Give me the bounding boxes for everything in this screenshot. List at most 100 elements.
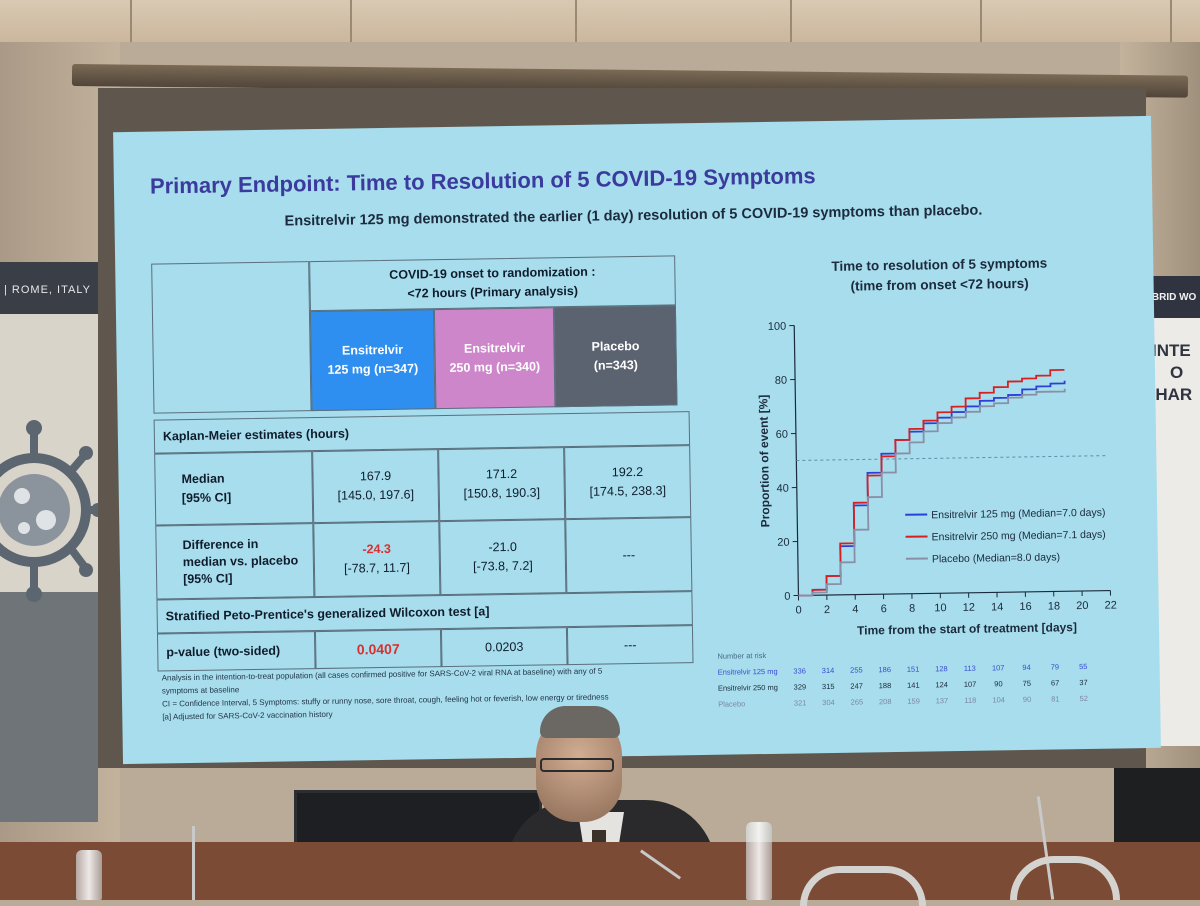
presenter-hair [540,706,620,738]
difference-value: -21.0 [488,538,517,557]
median-ci: [145.0, 197.6] [337,486,414,506]
ceiling-seam [130,0,132,42]
arm-header-line: 250 mg (n=340) [449,358,540,378]
x-tick-label: 12 [963,602,975,614]
arm-header-line: Ensitrelvir [342,341,403,361]
arm-header-250mg: Ensitrelvir 250 mg (n=340) [434,307,556,409]
number-at-risk-row-label: Ensitrelvir 250 mg [718,683,778,693]
ceiling-seam [350,0,352,42]
number-at-risk-value: 336 [793,666,806,675]
number-at-risk-value: 151 [907,665,920,674]
number-at-risk-value: 137 [936,696,949,705]
difference-ci: [-78.7, 11.7] [344,559,410,579]
chart-title-line: (time from onset <72 hours) [779,273,1099,298]
number-at-risk-value: 90 [1023,695,1031,704]
slide-subtitle: Ensitrelvir 125 mg demonstrated the earl… [114,200,1152,232]
median-ci: [150.8, 190.3] [463,484,540,504]
number-at-risk-value: 329 [794,682,807,691]
pvalue-cell-250mg: 0.0203 [441,627,568,667]
chair-back [800,866,926,906]
right-banner-title: INTE O PHAR [1152,340,1192,406]
number-at-risk-value: 315 [822,682,835,691]
number-at-risk-value: 75 [1023,679,1031,688]
difference-label-line: Difference in [182,535,258,553]
median-reference-line [796,456,1108,461]
y-tick-label: 60 [776,429,788,441]
median-label-line: Median [181,469,224,489]
number-at-risk-value: 186 [878,665,891,674]
ceiling-seam [575,0,577,42]
legend-label: Placebo (Median=8.0 days) [932,551,1060,565]
median-ci: [174.5, 238.3] [589,482,666,502]
number-at-risk-value: 314 [822,666,835,675]
x-tick-label: 6 [881,603,887,615]
number-at-risk-value: 107 [992,663,1005,672]
left-banner-text: | ROME, ITALY [4,284,91,296]
x-tick-label: 18 [1048,600,1060,612]
number-at-risk-value: 104 [992,695,1005,704]
median-value: 192.2 [612,463,644,482]
difference-label-line: [95% CI] [183,570,233,588]
virus-icon [0,410,104,620]
right-banner-line: O [1152,362,1192,384]
y-tick-label: 0 [784,591,790,603]
number-at-risk-value: 304 [822,698,835,707]
difference-ci: [-73.8, 7.2] [473,557,533,577]
presenter-glasses [540,758,614,772]
number-at-risk-value: 188 [879,681,892,690]
number-at-risk-row-label: Placebo [718,699,745,708]
microphone-stem [192,826,195,900]
y-axis-label: Proportion of event [%] [756,395,772,528]
number-at-risk-value: 265 [851,697,864,706]
chart-title: Time to resolution of 5 symptoms (time f… [779,253,1100,298]
number-at-risk-value: 107 [964,680,977,689]
median-row-label: Median [95% CI] [154,451,313,525]
difference-value: -24.3 [362,540,391,559]
x-tick-label: 0 [796,604,802,616]
difference-cell-125mg: -24.3 [-78.7, 11.7] [313,521,440,597]
number-at-risk-row-label: Ensitrelvir 125 mg [718,667,778,677]
table-group-header-line: <72 hours (Primary analysis) [407,282,578,304]
number-at-risk-label: Number at risk [717,651,766,661]
x-tick-label: 16 [1019,601,1031,613]
number-at-risk-value: 67 [1051,678,1059,687]
number-at-risk-value: 79 [1051,662,1059,671]
number-at-risk-value: 37 [1079,678,1087,687]
number-at-risk-value: 321 [794,698,807,707]
table-group-header: COVID-19 onset to randomization : <72 ho… [309,255,676,311]
number-at-risk-value: 118 [964,696,976,705]
pvalue-row-label: p-value (two-sided) [157,631,316,671]
number-at-risk-value: 94 [1022,663,1030,672]
number-at-risk-value: 159 [907,697,920,706]
right-banner-line: INTE [1152,340,1192,362]
number-at-risk-value: 81 [1051,694,1059,703]
difference-label-line: median vs. placebo [183,552,299,571]
y-tick-label: 80 [775,375,787,387]
median-cell-125mg: 167.9 [145.0, 197.6] [312,449,439,523]
arm-header-line: Ensitrelvir [464,339,525,359]
number-at-risk-value: 55 [1079,662,1087,671]
number-at-risk-value: 141 [907,681,920,690]
median-value: 167.9 [360,467,392,486]
median-value: 171.2 [486,465,518,484]
arm-header-line: Placebo [591,337,639,357]
arm-header-placebo: Placebo (n=343) [554,305,678,407]
difference-row-label: Difference in median vs. placebo [95% CI… [155,523,314,599]
median-cell-250mg: 171.2 [150.8, 190.3] [438,447,565,521]
arm-header-line: 125 mg (n=347) [327,359,418,379]
water-bottle [76,850,102,900]
difference-value: --- [622,546,635,565]
number-at-risk-value: 247 [850,681,863,690]
x-tick-label: 2 [824,604,830,616]
arm-header-line: (n=343) [594,356,638,376]
legend-label: Ensitrelvir 125 mg (Median=7.0 days) [931,507,1105,522]
slide-title: Primary Endpoint: Time to Resolution of … [150,163,816,199]
arm-header-125mg: Ensitrelvir 125 mg (n=347) [310,309,436,411]
median-cell-placebo: 192.2 [174.5, 238.3] [564,445,691,519]
median-label-line: [95% CI] [182,488,232,508]
pvalue-cell-125mg: 0.0407 [315,629,442,669]
table-empty-corner [151,261,311,413]
x-tick-label: 22 [1104,599,1116,611]
x-tick-label: 20 [1076,600,1088,612]
